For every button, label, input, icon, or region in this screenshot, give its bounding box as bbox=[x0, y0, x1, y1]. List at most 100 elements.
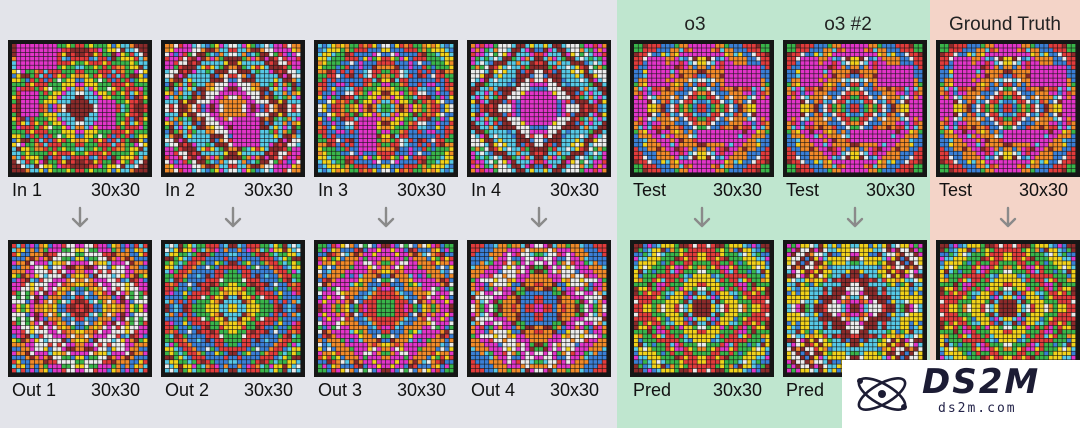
grid-cell bbox=[273, 95, 278, 100]
grid-cell bbox=[529, 61, 534, 65]
grid-cell bbox=[296, 44, 301, 48]
grid-cell bbox=[643, 52, 647, 57]
grid-cell bbox=[814, 44, 819, 48]
grid-cell bbox=[395, 95, 399, 100]
grid-cell bbox=[845, 134, 850, 138]
grid-cell bbox=[129, 138, 134, 143]
grid-cell bbox=[539, 142, 543, 147]
grid-cell bbox=[98, 164, 103, 169]
grid-cell bbox=[855, 65, 859, 70]
grid-cell bbox=[322, 69, 327, 74]
grid-cell bbox=[575, 108, 580, 113]
grid-cell bbox=[706, 142, 711, 147]
grid-cell bbox=[129, 82, 134, 87]
grid-cell bbox=[120, 164, 125, 169]
grid-cell bbox=[557, 164, 562, 169]
grid-cell bbox=[440, 78, 445, 83]
grid-cell bbox=[760, 82, 765, 87]
grid-cell bbox=[205, 142, 210, 147]
grid-cell bbox=[422, 134, 427, 138]
grid-cell bbox=[111, 48, 116, 52]
grid-cell bbox=[548, 52, 552, 57]
grid-cell bbox=[449, 52, 454, 57]
grid-cell bbox=[787, 138, 791, 143]
grid-cell bbox=[395, 48, 399, 52]
grid-cell bbox=[805, 138, 810, 143]
grid-cell bbox=[426, 168, 431, 173]
grid-cell bbox=[706, 151, 711, 156]
grid-cell bbox=[511, 117, 516, 121]
grid-cell bbox=[345, 69, 350, 74]
grid-cell bbox=[381, 151, 386, 156]
grid-cell bbox=[525, 61, 530, 65]
grid-cell bbox=[237, 121, 242, 126]
grid-cell bbox=[237, 99, 242, 104]
grid-cell bbox=[647, 104, 652, 108]
grid-cell bbox=[449, 138, 454, 143]
grid-cell bbox=[702, 168, 706, 173]
grid-cell bbox=[823, 147, 828, 151]
grid-cell bbox=[39, 130, 44, 134]
grid-cell bbox=[570, 151, 575, 156]
grid-cell bbox=[796, 125, 800, 130]
grid-cell bbox=[525, 112, 530, 117]
grid-cell bbox=[597, 82, 602, 87]
grid-cell bbox=[417, 168, 422, 173]
grid-cell bbox=[138, 87, 143, 91]
grid-cell bbox=[296, 95, 301, 100]
grid-cell bbox=[444, 78, 449, 83]
grid-cell bbox=[381, 112, 386, 117]
grid-cell bbox=[715, 142, 720, 147]
grid-cell bbox=[386, 56, 390, 61]
grid-cell bbox=[358, 56, 363, 61]
grid-cell bbox=[125, 56, 130, 61]
grid-cell bbox=[683, 108, 688, 113]
grid-cell bbox=[340, 95, 345, 100]
grid-cell bbox=[643, 125, 647, 130]
grid-cell bbox=[80, 130, 84, 134]
grid-cell bbox=[431, 147, 436, 151]
grid-cell bbox=[575, 69, 580, 74]
grid-cell bbox=[557, 61, 562, 65]
grid-cell bbox=[597, 112, 602, 117]
grid-cell bbox=[593, 155, 598, 160]
grid-cell bbox=[399, 155, 404, 160]
grid-cell bbox=[98, 151, 103, 156]
grid-cell bbox=[287, 78, 292, 83]
grid-cell bbox=[30, 99, 35, 104]
grid-cell bbox=[16, 44, 21, 48]
grid-cell bbox=[534, 52, 539, 57]
grid-cell bbox=[201, 160, 206, 164]
grid-cell bbox=[376, 134, 381, 138]
grid-cell bbox=[178, 151, 183, 156]
grid-cell bbox=[75, 91, 80, 95]
grid-cell bbox=[372, 69, 377, 74]
grid-cell bbox=[134, 74, 139, 78]
grid-cell bbox=[426, 117, 431, 121]
grid-cell bbox=[260, 125, 265, 130]
grid-cell bbox=[228, 87, 233, 91]
grid-cell bbox=[233, 112, 237, 117]
grid-cell bbox=[363, 130, 368, 134]
grid-cell bbox=[264, 121, 269, 126]
grid-cell bbox=[80, 82, 84, 87]
grid-cell bbox=[638, 82, 643, 87]
grid-cell bbox=[165, 91, 169, 95]
grid-cell bbox=[570, 108, 575, 113]
grid-cell bbox=[278, 65, 283, 70]
grid-cell bbox=[165, 147, 169, 151]
grid-cell bbox=[408, 44, 413, 48]
grid-cell bbox=[593, 134, 598, 138]
grid-cell bbox=[367, 151, 372, 156]
grid-cell bbox=[84, 44, 89, 48]
grid-cell bbox=[670, 147, 675, 151]
grid-cell bbox=[638, 112, 643, 117]
grid-cell bbox=[475, 91, 480, 95]
grid-cell bbox=[260, 117, 265, 121]
grid-cell bbox=[548, 134, 552, 138]
grid-cell bbox=[318, 112, 322, 117]
grid-cell bbox=[143, 65, 148, 70]
grid-cell bbox=[25, 56, 30, 61]
grid-cell bbox=[484, 48, 489, 52]
grid-cell bbox=[850, 56, 855, 61]
